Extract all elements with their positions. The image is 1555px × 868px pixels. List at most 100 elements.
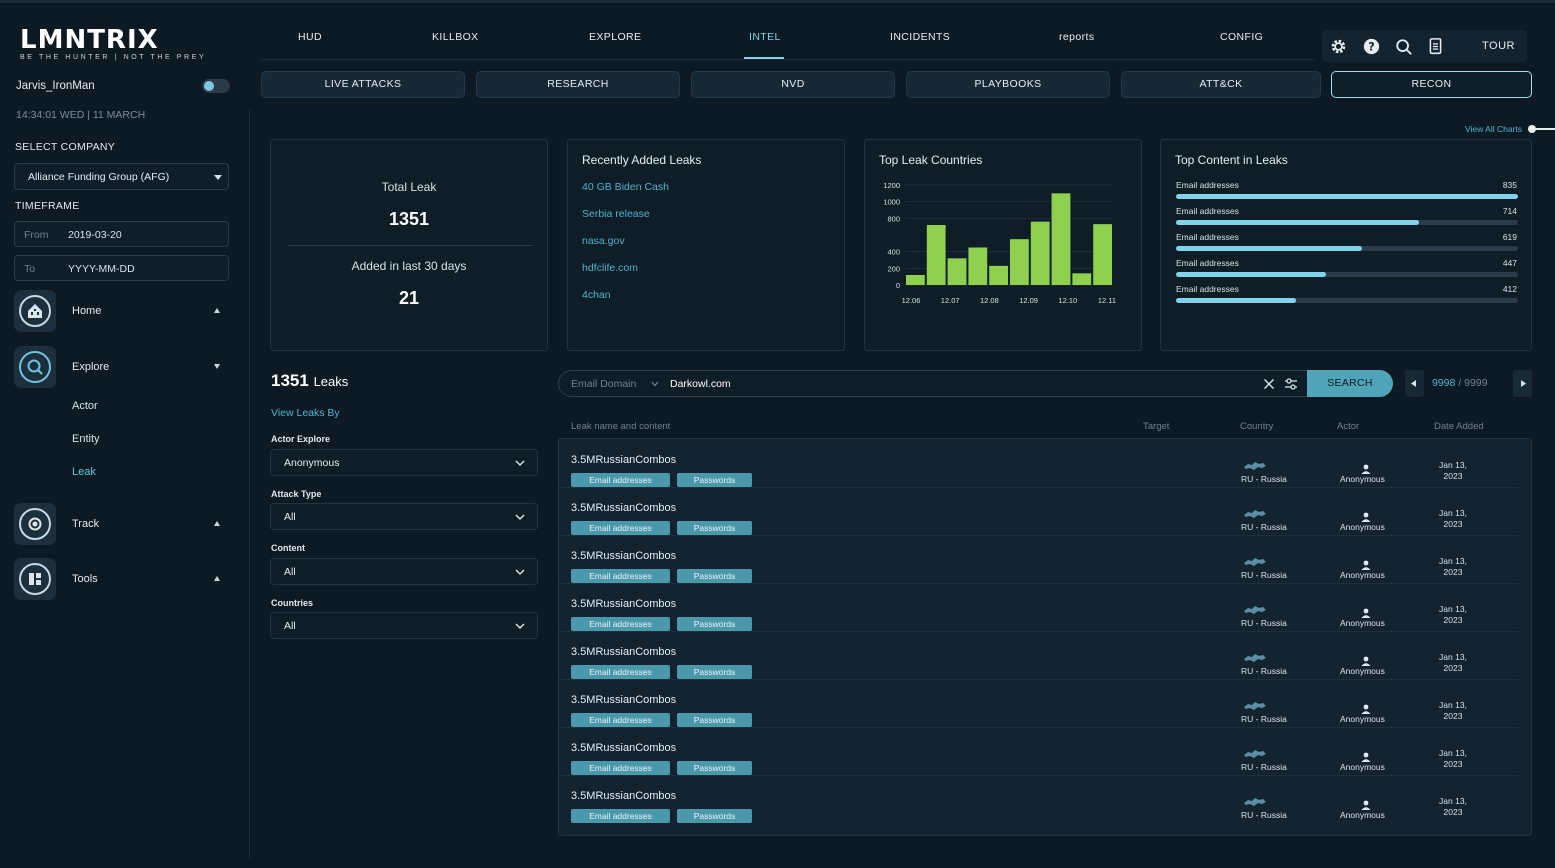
nav-tools-label[interactable]: Tools [72, 573, 98, 585]
chart-bar[interactable] [968, 247, 988, 286]
chart-bar[interactable] [1093, 224, 1112, 285]
chart-bar[interactable] [1051, 193, 1071, 285]
tag-email[interactable]: Email addresses [571, 713, 670, 727]
company-select[interactable]: Alliance Funding Group (AFG) [14, 163, 229, 190]
leak-name[interactable]: 3.5MRussianCombos [571, 646, 677, 658]
tab-research[interactable]: RESEARCH [476, 71, 680, 98]
tour-button[interactable]: TOUR [1482, 40, 1515, 52]
help-icon[interactable]: ? [1363, 38, 1380, 55]
nav-track-label[interactable]: Track [72, 518, 100, 530]
caret-down-icon[interactable] [214, 364, 220, 369]
caret-up-icon[interactable] [214, 521, 220, 526]
tag-email[interactable]: Email addresses [571, 521, 670, 535]
table-row[interactable]: 3.5MRussianCombos Email addresses Password… [559, 440, 1531, 488]
leak-name[interactable]: 3.5MRussianCombos [571, 694, 677, 706]
recent-leak-link[interactable]: Serbia release [582, 208, 650, 220]
nav-track-button[interactable] [14, 503, 56, 545]
tab-attack[interactable]: ATT&CK [1121, 71, 1321, 98]
tag-email[interactable]: Email addresses [571, 569, 670, 583]
from-date-field[interactable]: From 2019-03-20 [14, 221, 229, 247]
topnav-killbox[interactable]: KILLBOX [432, 31, 479, 43]
leak-name[interactable]: 3.5MRussianCombos [571, 790, 677, 802]
tag-email[interactable]: Email addresses [571, 617, 670, 631]
column-header-country[interactable]: Country [1240, 421, 1274, 432]
topnav-reports[interactable]: reports [1059, 31, 1095, 43]
actor-filter-select[interactable]: Anonymous [270, 449, 538, 476]
tag-passwords[interactable]: Passwords [677, 521, 752, 535]
search-input[interactable]: Darkowl.com [670, 378, 731, 390]
chevron-down-icon[interactable] [651, 381, 659, 387]
column-header-actor[interactable]: Actor [1337, 421, 1360, 432]
chart-bar[interactable] [1010, 239, 1029, 285]
topnav-explore[interactable]: EXPLORE [589, 31, 642, 43]
leak-name[interactable]: 3.5MRussianCombos [571, 742, 677, 754]
view-all-charts-link[interactable]: View All Charts [1465, 124, 1523, 134]
content-filter-select[interactable]: All [270, 558, 538, 585]
column-header-date[interactable]: Date Added [1434, 421, 1484, 432]
tab-live-attacks[interactable]: LIVE ATTACKS [261, 71, 465, 98]
countries-filter-select[interactable]: All [270, 612, 538, 639]
table-row[interactable]: 3.5MRussianCombos Email addresses Password… [559, 536, 1531, 584]
gear-icon[interactable] [1330, 38, 1347, 55]
nav-tools-button[interactable] [14, 558, 56, 600]
filter-sliders-icon[interactable] [1284, 377, 1298, 391]
to-date-field[interactable]: To YYYY-MM-DD [14, 255, 229, 281]
tag-passwords[interactable]: Passwords [677, 809, 752, 823]
table-row[interactable]: 3.5MRussianCombos Email addresses Password… [559, 584, 1531, 632]
column-header-target[interactable]: Target [1143, 421, 1170, 432]
tag-passwords[interactable]: Passwords [677, 617, 752, 631]
recent-leak-link[interactable]: 40 GB Biden Cash [582, 181, 669, 193]
recent-leak-link[interactable]: nasa.gov [582, 235, 625, 247]
table-row[interactable]: 3.5MRussianCombos Email addresses Password… [559, 488, 1531, 536]
sidebar-item-entity[interactable]: Entity [72, 433, 100, 445]
recent-leak-link[interactable]: 4chan [582, 289, 611, 301]
table-row[interactable]: 3.5MRussianCombos Email addresses Password… [559, 680, 1531, 728]
chart-bar[interactable] [926, 225, 946, 285]
view-leaks-by-link[interactable]: View Leaks By [271, 407, 340, 419]
pager-prev-button[interactable] [1405, 370, 1424, 397]
search-icon[interactable] [1395, 38, 1413, 56]
nav-explore-button[interactable] [14, 346, 56, 388]
chart-bar[interactable] [906, 275, 925, 285]
tag-passwords[interactable]: Passwords [677, 713, 752, 727]
attack-type-select[interactable]: All [270, 503, 538, 530]
brand-logo[interactable]: LMNTRIX BE THE HUNTER | NOT THE PREY [20, 27, 204, 61]
table-row[interactable]: 3.5MRussianCombos Email addresses Password… [559, 776, 1531, 824]
tag-passwords[interactable]: Passwords [677, 473, 752, 487]
table-row[interactable]: 3.5MRussianCombos Email addresses Password… [559, 728, 1531, 776]
search-button[interactable]: SEARCH [1307, 370, 1393, 397]
tag-passwords[interactable]: Passwords [677, 665, 752, 679]
leak-name[interactable]: 3.5MRussianCombos [571, 454, 677, 466]
tag-passwords[interactable]: Passwords [677, 761, 752, 775]
recent-leak-link[interactable]: hdfclife.com [582, 262, 639, 274]
document-icon[interactable] [1428, 38, 1443, 55]
chart-bar[interactable] [1030, 221, 1050, 285]
tag-email[interactable]: Email addresses [571, 809, 670, 823]
caret-up-icon[interactable] [214, 576, 220, 581]
topnav-intel[interactable]: INTEL [749, 31, 781, 43]
topnav-hud[interactable]: HUD [298, 31, 322, 43]
tag-email[interactable]: Email addresses [571, 761, 670, 775]
caret-up-icon[interactable] [214, 308, 220, 313]
topnav-incidents[interactable]: INCIDENTS [890, 31, 951, 43]
search-type-select[interactable]: Email Domain [571, 378, 637, 390]
tag-email[interactable]: Email addresses [571, 473, 670, 487]
sidebar-item-actor[interactable]: Actor [72, 400, 98, 412]
chart-bar[interactable] [989, 265, 1008, 285]
tab-nvd[interactable]: NVD [691, 71, 895, 98]
pager-next-button[interactable] [1513, 370, 1532, 397]
leak-name[interactable]: 3.5MRussianCombos [571, 550, 677, 562]
tag-email[interactable]: Email addresses [571, 665, 670, 679]
nav-explore-label[interactable]: Explore [72, 361, 110, 373]
close-icon[interactable] [1263, 378, 1275, 390]
leak-name[interactable]: 3.5MRussianCombos [571, 502, 677, 514]
chart-bar[interactable] [1072, 273, 1092, 285]
nav-home-button[interactable] [14, 290, 56, 332]
table-row[interactable]: 3.5MRussianCombos Email addresses Password… [559, 632, 1531, 680]
leak-name[interactable]: 3.5MRussianCombos [571, 598, 677, 610]
theme-toggle[interactable] [202, 79, 230, 93]
tab-playbooks[interactable]: PLAYBOOKS [906, 71, 1110, 98]
column-header-leak[interactable]: Leak name and content [571, 421, 671, 432]
nav-home-label[interactable]: Home [72, 305, 102, 317]
sidebar-item-leak[interactable]: Leak [72, 466, 96, 478]
